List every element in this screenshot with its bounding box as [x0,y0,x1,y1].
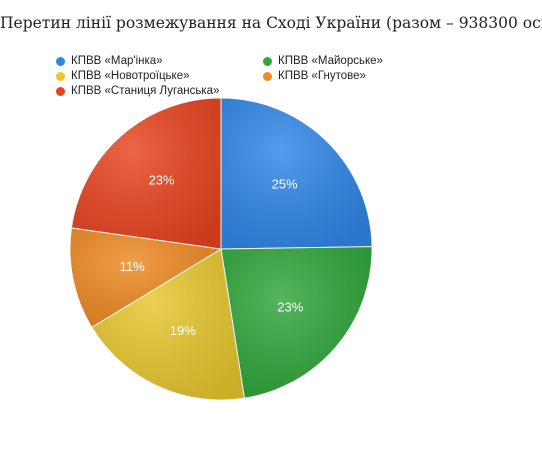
legend-marker-stanytsia-luhanska [56,86,65,96]
legend-marker-novotroitske [56,71,65,81]
chart-title: Перетин лінії розмежування на Сході Укра… [0,14,542,32]
legend-label-hnutove: КПВВ «Гнутове» [278,70,366,82]
slice-label-stanytsia-luhanska: 23% [149,173,175,188]
legend-item-novotroitske: КПВВ «Новотроїцьке» [56,70,190,82]
legend-label-stanytsia-luhanska: КПВВ «Станиця Луганська» [71,85,220,97]
pie-slice-shading-maiorske [221,246,372,399]
legend-label-marinka: КПВВ «Мар'інка» [71,55,163,67]
legend-label-maiorske: КПВВ «Майорське» [278,55,383,67]
legend-marker-maiorske [263,56,272,66]
slice-label-hnutove: 11% [120,259,145,274]
slice-label-marinka: 25% [272,176,298,191]
pie-slice-shading-marinka [221,98,372,249]
legend-marker-marinka [56,56,65,66]
slice-label-novotroitske: 19% [170,323,196,338]
slice-label-maiorske: 23% [277,299,303,314]
legend-item-stanytsia-luhanska: КПВВ «Станиця Луганська» [56,85,219,97]
legend-item-marinka: КПВВ «Мар'інка» [56,55,163,67]
legend-label-novotroitske: КПВВ «Новотроїцьке» [71,70,190,82]
legend-item-maiorske: КПВВ «Майорське» [263,55,383,67]
legend-item-hnutove: КПВВ «Гнутове» [263,70,366,82]
legend-marker-hnutove [263,71,272,81]
pie-slice-shading-stanytsia-luhanska [71,98,221,249]
pie-slice-shading-hnutove [70,227,221,328]
pie-slice-shading-novotroitske [91,249,245,401]
